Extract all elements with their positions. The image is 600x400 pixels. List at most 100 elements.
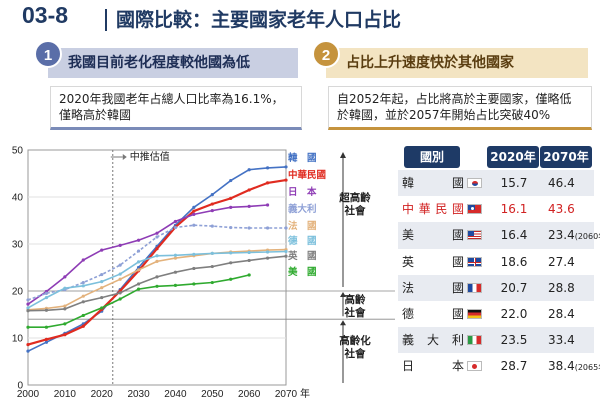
value-2070-number: 46.4 bbox=[548, 176, 575, 190]
series-point-taiwan bbox=[247, 188, 251, 192]
series-point-italy bbox=[81, 280, 85, 285]
value-2070: 38.4(2065年) bbox=[540, 353, 600, 381]
series-point-korea bbox=[192, 205, 196, 209]
x-tick-label: 2050 bbox=[201, 389, 224, 400]
x-tick-label: 2030 bbox=[127, 389, 150, 400]
series-point-uk bbox=[26, 309, 30, 313]
series-point-japan bbox=[118, 243, 122, 248]
y-tick-label: 40 bbox=[12, 193, 24, 204]
series-point-france bbox=[136, 268, 141, 272]
zone-label-super-aged: 社會 bbox=[344, 204, 366, 217]
series-lines bbox=[26, 165, 288, 353]
zone-label-aged: 高齡 bbox=[345, 293, 366, 306]
series-point-uk bbox=[63, 307, 67, 311]
value-2070: 33.4 bbox=[540, 327, 594, 355]
zone-label-aging: 社會 bbox=[344, 347, 366, 360]
value-2070-number: 23.4 bbox=[548, 228, 575, 243]
series-point-taiwan bbox=[284, 178, 288, 182]
zone-arrowhead-aging bbox=[340, 320, 346, 326]
value-2020: 16.4 bbox=[500, 228, 528, 243]
series-point-taiwan bbox=[81, 324, 85, 328]
series-point-taiwan bbox=[265, 181, 270, 185]
table-row: 中華民國 16.1 43.6 bbox=[398, 196, 594, 223]
series-line-japan bbox=[27, 204, 268, 305]
value-2070-number: 33.4 bbox=[548, 333, 575, 348]
series-point-germany bbox=[265, 250, 270, 254]
series-name-usa: 美 國 bbox=[287, 266, 317, 278]
series-point-japan bbox=[81, 258, 85, 262]
value-2070: 46.4 bbox=[540, 170, 594, 198]
series-point-usa bbox=[44, 325, 49, 329]
country-name: 英 國 bbox=[402, 254, 464, 269]
country-name: 義大利 bbox=[402, 333, 464, 348]
projection-arrow-head bbox=[122, 154, 127, 160]
country-name: 法 國 bbox=[402, 280, 464, 295]
series-point-uk bbox=[155, 275, 159, 279]
series-point-france bbox=[118, 277, 122, 281]
table-header: 國別 2020年 2070年 bbox=[398, 146, 594, 170]
value-2020: 23.5 bbox=[500, 333, 528, 348]
series-point-germany bbox=[210, 251, 214, 255]
series-point-italy bbox=[265, 226, 270, 230]
series-point-germany bbox=[118, 272, 122, 276]
series-point-usa bbox=[210, 280, 214, 285]
series-point-korea bbox=[247, 168, 251, 172]
header-2070: 2070年 bbox=[540, 146, 592, 168]
series-name-france: 法 國 bbox=[288, 220, 317, 232]
flag-icon bbox=[467, 256, 482, 267]
series-point-germany bbox=[136, 260, 141, 264]
series-point-taiwan bbox=[63, 333, 67, 337]
callout-2-title: 占比上升速度快於其他國家 bbox=[326, 48, 588, 78]
table-row: 德 國 22.0 28.4 bbox=[398, 300, 594, 328]
series-point-italy bbox=[155, 235, 159, 239]
series-point-taiwan bbox=[44, 337, 49, 342]
series-point-italy bbox=[26, 298, 30, 302]
callout-2-badge: 2 bbox=[312, 40, 340, 68]
series-name-taiwan: 中華民國 bbox=[288, 169, 326, 181]
value-2070: 27.4 bbox=[540, 249, 594, 277]
series-point-korea bbox=[44, 340, 49, 344]
series-point-uk bbox=[81, 300, 85, 304]
series-point-germany bbox=[63, 286, 67, 290]
series-point-uk bbox=[100, 295, 104, 300]
flag-icon bbox=[467, 308, 482, 319]
flag-icon bbox=[467, 204, 482, 215]
series-point-japan bbox=[265, 203, 270, 207]
series-point-korea bbox=[284, 165, 288, 169]
series-point-germany bbox=[100, 280, 104, 284]
series-point-uk bbox=[118, 291, 122, 295]
value-2020: 18.6 bbox=[500, 254, 528, 269]
y-tick-label: 30 bbox=[12, 240, 24, 251]
series-point-italy bbox=[44, 291, 49, 295]
series-point-italy bbox=[210, 224, 214, 228]
callout-2-body: 自2052年起，占比將高於主要國家，僅略低於韓國，並於2057年開始占比突破40… bbox=[328, 86, 592, 130]
series-point-usa bbox=[63, 322, 67, 326]
series-point-usa bbox=[192, 282, 196, 286]
series-point-uk bbox=[284, 254, 288, 258]
table-row: 義大利 23.5 33.4 bbox=[398, 327, 594, 355]
flag-icon bbox=[467, 178, 482, 188]
value-2020: 16.1 bbox=[500, 202, 528, 217]
country-name: 日 本 bbox=[402, 359, 464, 374]
series-point-japan bbox=[173, 219, 178, 224]
comparison-table: 國別 2020年 2070年 韓 國 15.7 46.4 中華民國 16.1 43.6 美 … bbox=[398, 146, 600, 381]
page-title: 國際比較：主要國家老年人口占比 bbox=[116, 9, 402, 31]
x-tick-label: 2070 bbox=[275, 389, 298, 400]
callout-1-title: 我國目前老化程度較他國為低 bbox=[48, 48, 298, 78]
series-point-germany bbox=[284, 249, 288, 254]
value-2070: 23.4(2060年) bbox=[540, 222, 600, 250]
country-name: 韓 國 bbox=[402, 176, 464, 190]
x-tick-label: 2010 bbox=[54, 389, 77, 400]
table-body: 韓 國 15.7 46.4 中華民國 16.1 43.6 美 國 16.4 23.4(2060年… bbox=[398, 170, 600, 381]
series-point-uk bbox=[136, 282, 141, 286]
zone-arrowhead-aged bbox=[340, 292, 346, 297]
y-tick-label: 10 bbox=[12, 334, 24, 345]
series-point-taiwan bbox=[229, 196, 233, 201]
flag-icon bbox=[467, 335, 482, 346]
series-point-japan bbox=[247, 204, 251, 208]
series-point-korea bbox=[26, 349, 30, 353]
table-row: 美 國 16.4 23.4(2060年) bbox=[398, 222, 600, 250]
